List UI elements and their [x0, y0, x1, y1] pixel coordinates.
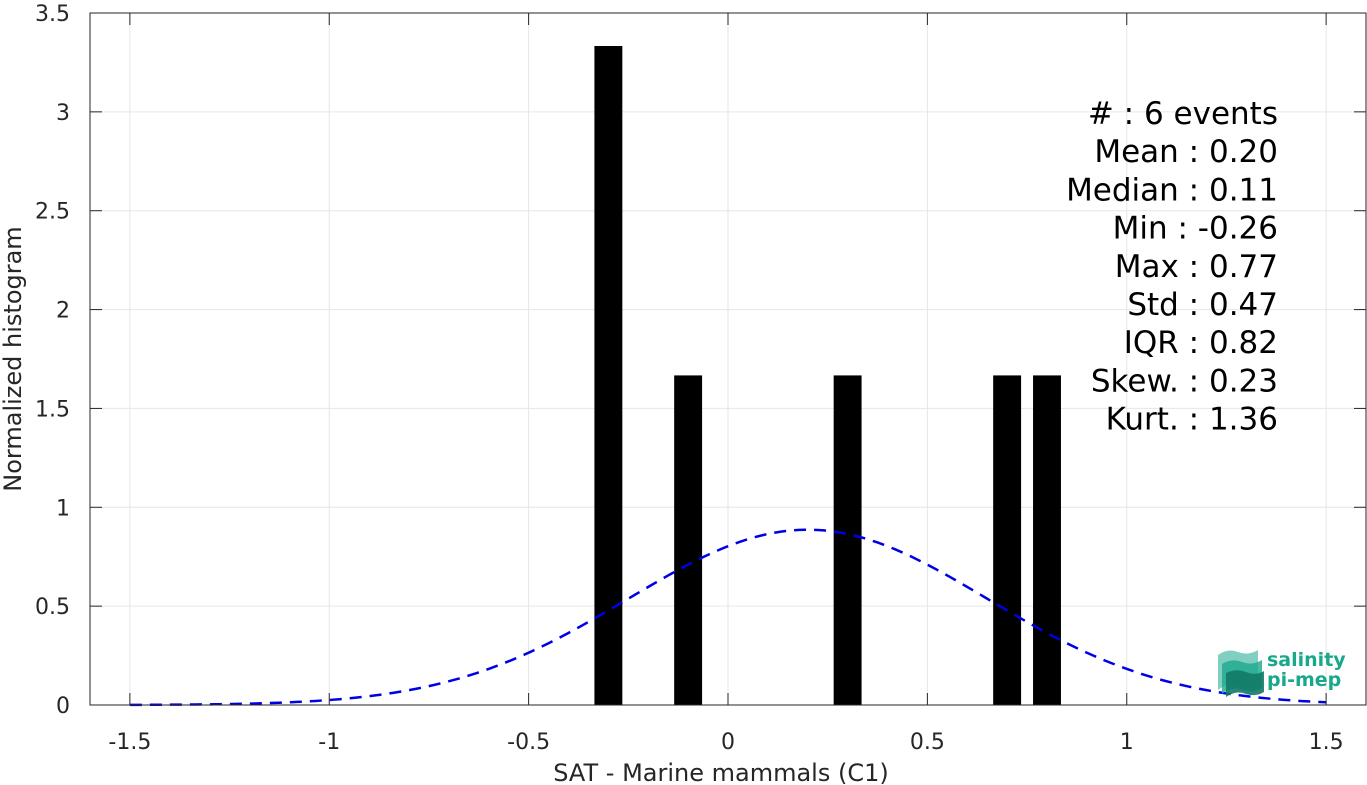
- histogram-bar: [833, 375, 862, 705]
- x-tick-label: 1.5: [1309, 730, 1344, 755]
- waves-icon: [1218, 650, 1264, 697]
- x-tick-label: -1.5: [108, 730, 151, 755]
- y-tick-label: 1.5: [35, 397, 70, 422]
- stats-line: # : 6 events: [1088, 96, 1278, 132]
- logo-line1: salinity: [1267, 649, 1346, 671]
- histogram-bar: [993, 375, 1022, 705]
- normal-fit-curve: [129, 528, 1327, 707]
- y-tick-label: 2.5: [35, 200, 70, 225]
- histogram-bars: [594, 46, 1061, 705]
- y-tick-label: 3.5: [35, 2, 70, 27]
- stats-line: Std : 0.47: [1127, 287, 1278, 323]
- histogram-bar: [674, 375, 703, 705]
- x-tick-label: 0.5: [910, 730, 945, 755]
- stats-line: Max : 0.77: [1115, 249, 1278, 285]
- stats-line: Median : 0.11: [1066, 172, 1278, 208]
- y-tick-labels: 0 0.5 1 1.5 2 2.5 3 3.5: [35, 2, 70, 719]
- y-tick-label: 1: [56, 496, 70, 521]
- stats-line: Min : -0.26: [1113, 211, 1278, 247]
- salinity-pimep-logo: salinity pi-mep: [1218, 649, 1346, 697]
- y-tick-label: 2: [56, 299, 70, 324]
- x-tick-label: 0: [721, 730, 735, 755]
- grid-lines: [90, 12, 1366, 706]
- stats-line: Kurt. : 1.36: [1106, 402, 1278, 438]
- x-tick-label: 1: [1120, 730, 1134, 755]
- y-axis-title: Normalized histogram: [0, 226, 27, 491]
- x-tick-label: -0.5: [507, 730, 550, 755]
- logo-line2: pi-mep: [1267, 669, 1341, 691]
- histogram-bar: [1033, 375, 1061, 705]
- stats-line: Skew. : 0.23: [1091, 363, 1278, 399]
- y-tick-label: 0.5: [35, 595, 70, 620]
- stats-line: Mean : 0.20: [1094, 134, 1278, 170]
- axis-ticks: [90, 12, 1366, 706]
- stats-line: IQR : 0.82: [1124, 325, 1278, 361]
- y-tick-label: 0: [56, 694, 70, 719]
- x-tick-label: -1: [318, 730, 340, 755]
- x-tick-labels: -1.5 -1 -0.5 0 0.5 1 1.5: [108, 730, 1343, 755]
- histogram-bar: [594, 46, 623, 705]
- y-tick-label: 3: [56, 101, 70, 126]
- x-axis-title: SAT - Marine mammals (C1): [553, 759, 888, 785]
